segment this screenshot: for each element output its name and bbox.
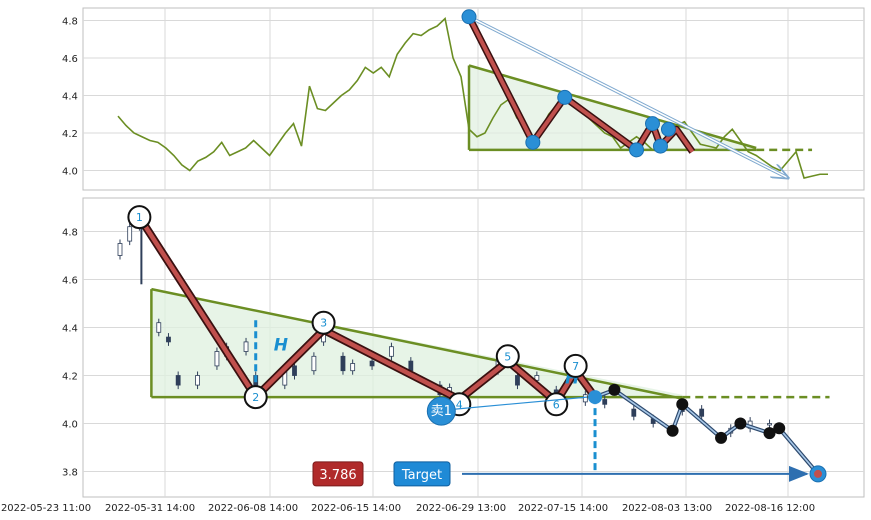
wave-label-number: 2 xyxy=(252,391,259,404)
candle-body xyxy=(156,322,162,333)
top-y-tick-label: 4.8 xyxy=(62,17,78,28)
candle-body xyxy=(175,375,181,386)
candle-body xyxy=(243,341,249,352)
wave-label-circle xyxy=(127,205,152,230)
bottom-triangle-pattern xyxy=(150,287,830,400)
top-pivot-point xyxy=(644,116,660,132)
x-tick-label: 2022-08-03 13:00 xyxy=(622,503,712,514)
wave-label-number: 6 xyxy=(553,398,560,411)
bottom-panel-frame xyxy=(82,197,865,498)
bottom-y-axis: 3.8 4.0 4.2 4.4 4.6 4.8 xyxy=(62,228,78,479)
bottom-y-tick-label: 4.6 xyxy=(62,276,78,287)
bottom-y-tick-label: 4.0 xyxy=(62,420,78,431)
target-annotation: 3.786 Target xyxy=(312,461,809,487)
candle-body xyxy=(214,351,220,367)
candle-body xyxy=(699,408,705,417)
top-pivot-point xyxy=(557,89,573,105)
wave-label-circle xyxy=(544,392,569,417)
top-panel-frame xyxy=(82,7,865,191)
candle-body xyxy=(117,243,123,256)
candle-body xyxy=(311,355,317,372)
candle-body xyxy=(292,365,297,376)
projection-point xyxy=(773,422,786,435)
wave-label-circle xyxy=(243,385,268,410)
projection-point xyxy=(676,398,689,411)
top-pivot-point xyxy=(660,121,676,137)
bottom-panel: 3.84.04.24.44.64.8 2022-05-23 11:00 2022-… xyxy=(1,197,865,514)
price-badge xyxy=(312,461,364,487)
projection-end-inner xyxy=(814,469,822,478)
wave-label-number: 7 xyxy=(572,360,579,373)
wave-label-circle xyxy=(311,310,336,335)
candle-body xyxy=(602,399,608,405)
top-y-tick-label: 4.6 xyxy=(62,54,78,65)
projection-point xyxy=(608,383,621,396)
bottom-y-tick-label: 4.4 xyxy=(62,324,78,335)
x-tick-label: 2022-06-29 13:00 xyxy=(416,503,506,514)
top-panel: 4.0 4.2 4.4 4.6 4.8 xyxy=(62,7,865,191)
projection-start-point xyxy=(588,390,603,405)
top-pivot-points xyxy=(461,9,676,158)
top-pivot-point xyxy=(652,138,668,154)
top-price-line xyxy=(117,17,828,179)
candle-body xyxy=(767,423,772,426)
projection-point xyxy=(763,427,776,440)
x-tick-label: 2022-06-08 14:00 xyxy=(208,503,298,514)
wave-label-circle xyxy=(495,344,520,369)
candle-body xyxy=(127,226,133,242)
top-y-tick-label: 4.2 xyxy=(62,129,78,140)
projection-point xyxy=(734,417,747,430)
wave-label-number: 3 xyxy=(320,317,327,330)
wave-label-number: 5 xyxy=(504,350,511,363)
wave-label-circle xyxy=(563,353,588,378)
projection-path xyxy=(588,383,827,483)
top-trend-arrow xyxy=(468,15,788,178)
projection-point xyxy=(666,424,679,437)
x-tick-label: 2022-05-31 14:00 xyxy=(105,503,195,514)
sell-marker xyxy=(426,396,456,426)
x-tick-label: 2022-07-15 14:00 xyxy=(518,503,608,514)
top-y-tick-label: 4.0 xyxy=(62,167,78,178)
candle-body xyxy=(582,394,588,403)
candle-body xyxy=(166,336,171,343)
top-y-tick-label: 4.4 xyxy=(62,92,78,103)
x-tick-label: 2022-05-23 11:00 xyxy=(1,503,91,514)
candle-body xyxy=(515,375,520,386)
candle-body xyxy=(195,375,200,386)
sell-label: 卖1 xyxy=(431,404,452,419)
candle-body xyxy=(631,408,637,417)
candle-body xyxy=(408,360,414,372)
candle-body xyxy=(389,346,394,357)
top-pivot-point xyxy=(525,134,541,150)
x-axis: 2022-05-23 11:00 2022-05-31 14:00 2022-06-… xyxy=(1,503,815,514)
sell-signal: 卖1 xyxy=(426,396,588,426)
bottom-y-tick-label: 4.2 xyxy=(62,372,78,383)
projection-point xyxy=(715,431,728,444)
top-triangle-upper-edge xyxy=(468,64,757,150)
bottom-y-tick-label: 3.8 xyxy=(62,468,78,479)
x-tick-label: 2022-08-16 12:00 xyxy=(725,503,815,514)
top-pivot-point xyxy=(629,142,645,158)
x-tick-label: 2022-06-15 14:00 xyxy=(311,503,401,514)
candle-body xyxy=(340,355,346,372)
target-badge-label: Target xyxy=(401,468,442,483)
top-y-axis: 4.0 4.2 4.4 4.6 4.8 xyxy=(62,17,78,178)
bottom-triangle-upper-edge xyxy=(151,287,683,400)
wave-label-number: 1 xyxy=(136,211,143,224)
top-series-line xyxy=(117,17,828,179)
top-arrow-inner xyxy=(468,16,788,178)
price-badge-label: 3.786 xyxy=(319,468,356,483)
projection-outline xyxy=(594,387,820,476)
height-marker-label: H xyxy=(274,336,288,356)
top-pivot-point xyxy=(461,9,477,25)
candle-body xyxy=(369,360,375,367)
target-badge xyxy=(393,461,451,487)
sell-connector xyxy=(455,396,588,410)
candle-body xyxy=(350,363,356,372)
candle-body xyxy=(534,375,540,381)
bottom-y-tick-label: 4.8 xyxy=(62,228,78,239)
wave-label-number: 4 xyxy=(456,398,463,411)
